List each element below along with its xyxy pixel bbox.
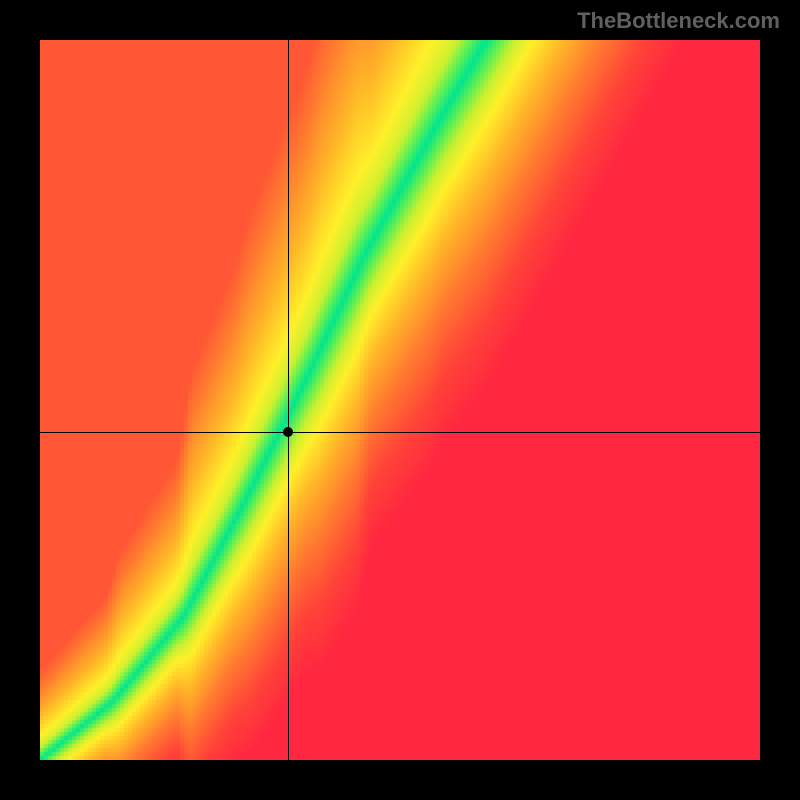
crosshair-vertical	[288, 40, 289, 760]
selection-marker	[283, 427, 293, 437]
watermark-text: TheBottleneck.com	[577, 8, 780, 34]
crosshair-horizontal	[40, 432, 760, 433]
heatmap-canvas	[40, 40, 760, 760]
heatmap-chart	[40, 40, 760, 760]
